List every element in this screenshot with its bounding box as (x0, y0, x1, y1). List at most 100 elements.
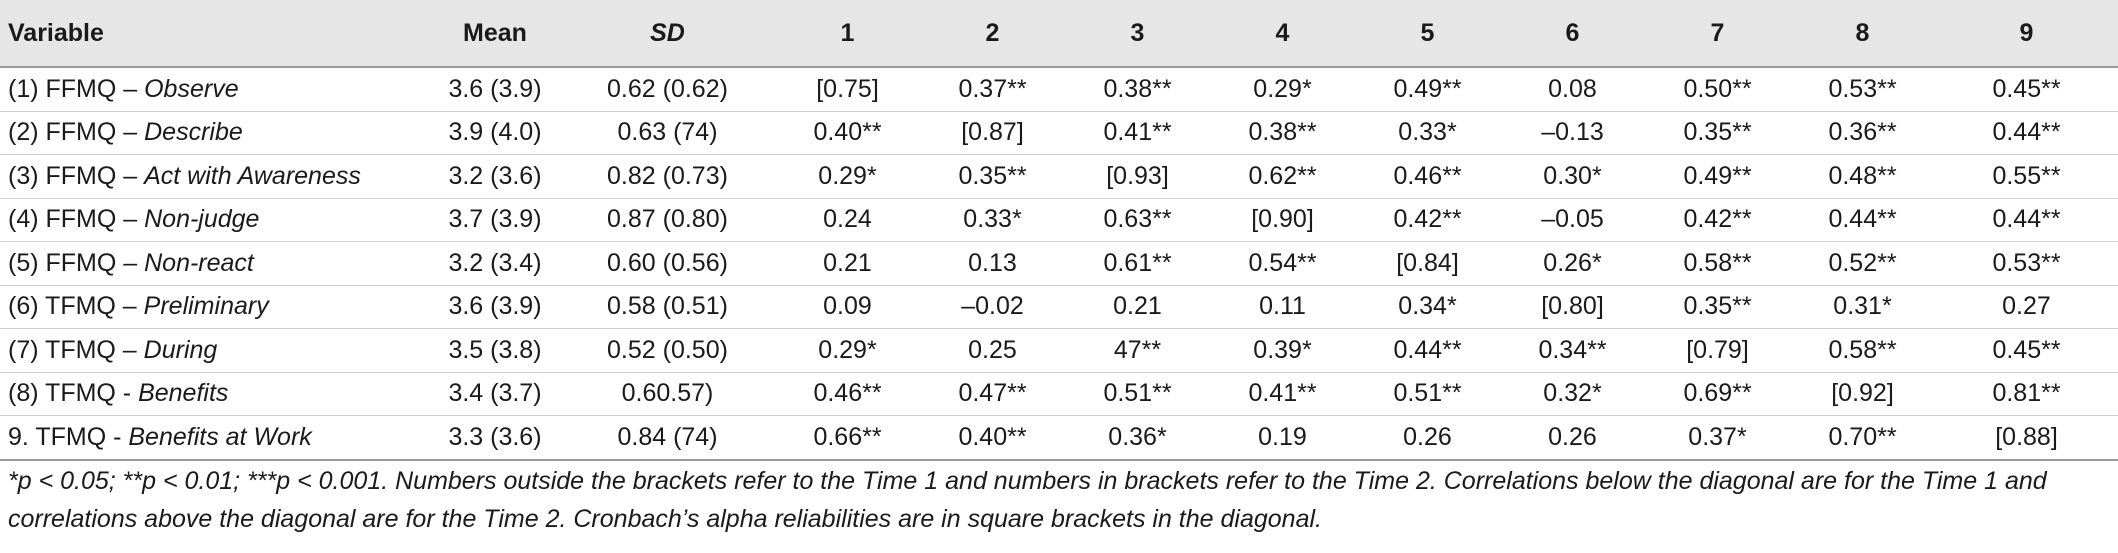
correlation-cell: 0.44** (1355, 328, 1500, 373)
header-col-3: 3 (1065, 0, 1210, 68)
variable-prefix: (2) FFMQ – (8, 118, 145, 147)
correlation-cell: 0.35** (1645, 285, 1790, 329)
table-header: Variable Mean SD 1 2 3 4 5 6 7 8 9 (0, 0, 2118, 68)
correlation-cell: 0.44** (1935, 111, 2118, 155)
header-col-1: 1 (775, 0, 920, 68)
variable-cell: (4) FFMQ – Non-judge (0, 198, 430, 242)
variable-name: Non-judge (144, 205, 260, 234)
correlation-cell: 0.61** (1065, 241, 1210, 286)
variable-prefix: 9. TFMQ - (8, 422, 129, 451)
correlation-cell: 0.33* (1355, 111, 1500, 155)
correlation-cell: 0.41** (1065, 111, 1210, 155)
correlation-cell: 0.31* (1790, 285, 1935, 329)
correlation-cell: [0.90] (1210, 198, 1355, 242)
mean-cell: 3.3 (3.6) (430, 415, 560, 461)
header-col-5: 5 (1355, 0, 1500, 68)
header-sd: SD (560, 0, 775, 68)
table-row: (7) TFMQ – During 3.5 (3.8) 0.52 (0.50) 0.2… (0, 328, 2118, 373)
correlation-cell: 0.42** (1645, 198, 1790, 242)
correlation-cell: –0.02 (920, 285, 1065, 329)
table-body: (1) FFMQ – Observe 3.6 (3.9) 0.62 (0.62) [0… (0, 67, 2118, 461)
variable-name: Describe (144, 118, 243, 147)
correlation-cell: 0.41** (1210, 372, 1355, 416)
correlation-cell: 0.37** (920, 67, 1065, 112)
sd-cell: 0.63 (74) (560, 111, 775, 155)
correlation-cell: 0.29* (775, 154, 920, 199)
correlation-cell: 0.36** (1790, 111, 1935, 155)
variable-cell: (7) TFMQ – During (0, 328, 430, 373)
correlation-cell: 0.26* (1500, 241, 1645, 286)
variable-cell: (1) FFMQ – Observe (0, 67, 430, 112)
mean-cell: 3.5 (3.8) (430, 328, 560, 373)
correlation-cell: 0.45** (1935, 328, 2118, 373)
variable-prefix: (6) TFMQ – (8, 292, 144, 321)
correlation-cell: 0.49** (1355, 67, 1500, 112)
table-row: 9. TFMQ - Benefits at Work 3.3 (3.6) 0.84 … (0, 415, 2118, 461)
correlation-cell: 0.40** (775, 111, 920, 155)
correlation-cell: 0.45** (1935, 67, 2118, 112)
correlation-cell: 0.26 (1355, 415, 1500, 461)
sd-cell: 0.82 (0.73) (560, 154, 775, 199)
sd-cell: 0.84 (74) (560, 415, 775, 461)
sd-cell: 0.60 (0.56) (560, 241, 775, 286)
correlation-cell: 0.46** (1355, 154, 1500, 199)
correlation-cell: 0.39* (1210, 328, 1355, 373)
mean-cell: 3.6 (3.9) (430, 67, 560, 112)
table-footnote: *p < 0.05; **p < 0.01; ***p < 0.001. Num… (8, 467, 2047, 533)
mean-cell: 3.4 (3.7) (430, 372, 560, 416)
header-mean: Mean (430, 0, 560, 68)
correlation-cell: 0.47** (920, 372, 1065, 416)
correlation-cell: –0.05 (1500, 198, 1645, 242)
correlation-cell: 0.37* (1645, 415, 1790, 461)
header-col-2: 2 (920, 0, 1065, 68)
correlation-cell: 0.69** (1645, 372, 1790, 416)
variable-prefix: (5) FFMQ – (8, 248, 145, 277)
correlation-cell: 0.53** (1935, 241, 2118, 286)
variable-cell: (3) FFMQ – Act with Awareness (0, 154, 430, 199)
sd-cell: 0.60.57) (560, 372, 775, 416)
correlation-cell: 0.48** (1790, 154, 1935, 199)
correlation-cell: 0.40** (920, 415, 1065, 461)
variable-prefix: (1) FFMQ – (8, 74, 145, 103)
sd-cell: 0.87 (0.80) (560, 198, 775, 242)
mean-cell: 3.2 (3.6) (430, 154, 560, 199)
correlation-cell: 0.42** (1355, 198, 1500, 242)
correlation-cell: 0.29* (1210, 67, 1355, 112)
variable-name: Act with Awareness (144, 161, 361, 190)
header-col-4: 4 (1210, 0, 1355, 68)
correlation-cell: 0.11 (1210, 285, 1355, 329)
correlation-cell: 0.13 (920, 241, 1065, 286)
correlation-cell: [0.87] (920, 111, 1065, 155)
mean-cell: 3.7 (3.9) (430, 198, 560, 242)
variable-cell: (5) FFMQ – Non-react (0, 241, 430, 286)
correlation-cell: 0.08 (1500, 67, 1645, 112)
correlation-cell: 0.29* (775, 328, 920, 373)
correlation-cell: 0.51** (1355, 372, 1500, 416)
variable-cell: (2) FFMQ – Describe (0, 111, 430, 155)
table-row: (6) TFMQ – Preliminary 3.6 (3.9) 0.58 (0.5… (0, 285, 2118, 329)
sd-cell: 0.58 (0.51) (560, 285, 775, 329)
header-col-8: 8 (1790, 0, 1935, 68)
table-row: (1) FFMQ – Observe 3.6 (3.9) 0.62 (0.62) [0… (0, 67, 2118, 112)
header-col-6: 6 (1500, 0, 1645, 68)
variable-cell: (8) TFMQ - Benefits (0, 372, 430, 416)
mean-cell: 3.6 (3.9) (430, 285, 560, 329)
correlation-cell: 0.34** (1500, 328, 1645, 373)
variable-name: Benefits at Work (128, 422, 312, 451)
header-col-9: 9 (1935, 0, 2118, 68)
variable-prefix: (3) FFMQ – (8, 161, 145, 190)
mean-cell: 3.9 (4.0) (430, 111, 560, 155)
sd-cell: 0.62 (0.62) (560, 67, 775, 112)
correlation-cell: 0.35** (1645, 111, 1790, 155)
correlation-cell: 0.62** (1210, 154, 1355, 199)
correlation-cell: 0.53** (1790, 67, 1935, 112)
correlation-cell: –0.13 (1500, 111, 1645, 155)
variable-name: Observe (144, 74, 239, 103)
header-col-7: 7 (1645, 0, 1790, 68)
correlation-cell: 0.21 (775, 241, 920, 286)
table-row: (5) FFMQ – Non-react 3.2 (3.4) 0.60 (0.56)… (0, 241, 2118, 286)
correlation-cell: [0.88] (1935, 415, 2118, 461)
correlation-cell: 0.81** (1935, 372, 2118, 416)
correlation-cell: 0.46** (775, 372, 920, 416)
